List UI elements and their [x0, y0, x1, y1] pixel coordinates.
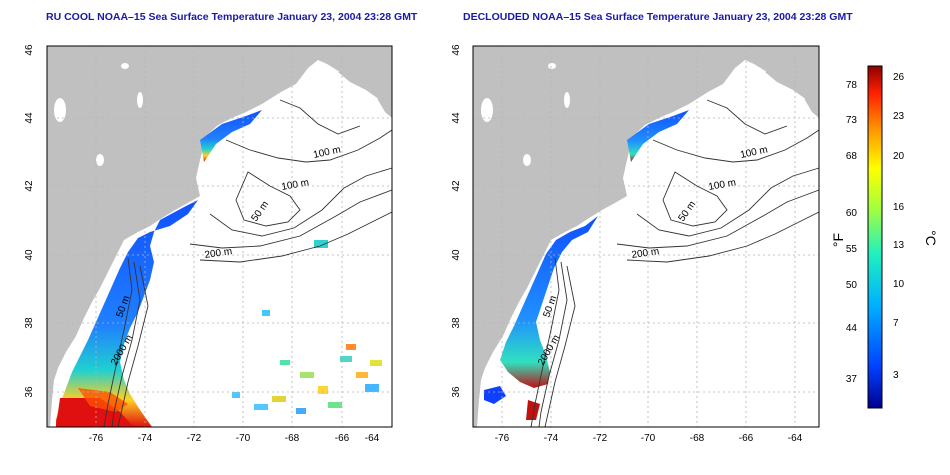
x-tick-label: -66 [335, 433, 350, 444]
right-x-axis: -76 -74 -72 -70 -68 -66 -64 [495, 433, 803, 444]
y-tick-label: 38 [24, 317, 35, 329]
x-tick-label: -66 [739, 433, 754, 444]
x-tick-label: -74 [138, 433, 153, 444]
y-tick-label: 40 [451, 249, 462, 261]
celsius-unit-label: °C [923, 230, 939, 246]
left-map: 100 m 100 m 50 m 200 m 50 m 2000 m -76 -… [24, 44, 393, 444]
y-tick-label: 44 [24, 112, 35, 124]
colorbar-fahrenheit-ticks: 78 73 68 60 55 50 44 37 [846, 80, 858, 385]
f-tick-label: 37 [846, 374, 858, 385]
x-tick-label: -70 [641, 433, 656, 444]
c-tick-label: 16 [893, 202, 905, 213]
f-tick-label: 44 [846, 323, 858, 334]
land-mass [473, 46, 819, 427]
left-bathymetry-contours [103, 99, 393, 428]
y-tick-label: 38 [451, 317, 462, 329]
f-tick-label: 50 [846, 280, 858, 291]
land-mass [47, 46, 392, 427]
left-map-title: RU COOL NOAA–15 Sea Surface Temperature … [46, 11, 418, 23]
left-y-axis: 36 38 40 42 44 46 [24, 44, 35, 398]
f-tick-label: 73 [846, 115, 858, 126]
x-tick-label: -76 [495, 433, 510, 444]
f-tick-label: 68 [846, 151, 858, 162]
c-tick-label: 7 [893, 318, 899, 329]
f-tick-label: 78 [846, 80, 858, 91]
right-bathymetry-contours [530, 99, 820, 428]
f-tick-label: 60 [846, 208, 858, 219]
y-tick-label: 40 [24, 249, 35, 261]
f-tick-label: 55 [846, 244, 858, 255]
right-y-axis: 36 38 40 42 44 46 [451, 44, 462, 398]
right-map: 100 m 100 m 50 m 200 m 50 m 2000 m -76 -… [451, 44, 820, 444]
x-tick-label: -64 [788, 433, 803, 444]
x-tick-label: -72 [593, 433, 608, 444]
y-tick-label: 36 [451, 386, 462, 398]
y-tick-label: 44 [451, 112, 462, 124]
x-tick-label: -76 [89, 433, 104, 444]
y-tick-label: 36 [24, 386, 35, 398]
y-tick-label: 42 [24, 180, 35, 192]
x-tick-label: -64 [365, 433, 380, 444]
sst-coastal-band [200, 110, 262, 162]
c-tick-label: 26 [893, 72, 905, 83]
c-tick-label: 3 [893, 370, 899, 381]
y-tick-label: 46 [24, 44, 35, 56]
right-map-title: DECLOUDED NOAA–15 Sea Surface Temperatur… [463, 11, 853, 23]
left-x-axis: -76 -74 -72 -70 -68 -66 -64 [89, 433, 380, 444]
contour-label: 200 m [631, 246, 660, 261]
contour-label: 100 m [281, 177, 310, 193]
c-tick-label: 20 [893, 151, 905, 162]
sst-coastal-band [627, 110, 689, 162]
contour-label: 100 m [708, 177, 737, 193]
colorbar-gradient [867, 65, 883, 409]
colorbar-celsius-ticks: 26 23 20 16 13 10 7 3 [893, 72, 905, 381]
x-tick-label: -70 [236, 433, 251, 444]
c-tick-label: 23 [893, 111, 905, 122]
y-tick-label: 46 [451, 44, 462, 56]
right-grid [473, 46, 819, 427]
c-tick-label: 10 [893, 279, 905, 290]
y-tick-label: 42 [451, 180, 462, 192]
x-tick-label: -74 [544, 433, 559, 444]
fahrenheit-unit-label: °F [830, 233, 846, 247]
c-tick-label: 13 [893, 240, 905, 251]
sst-scattered-patches [232, 310, 382, 414]
temperature-colorbar: 78 73 68 60 55 50 44 37 26 23 20 16 13 1… [830, 65, 939, 409]
x-tick-label: -68 [690, 433, 705, 444]
x-tick-label: -72 [187, 433, 202, 444]
contour-label: 200 m [204, 246, 233, 261]
x-tick-label: -68 [285, 433, 300, 444]
